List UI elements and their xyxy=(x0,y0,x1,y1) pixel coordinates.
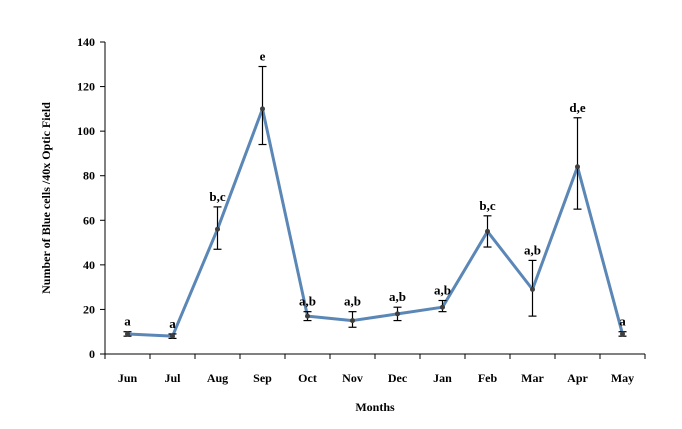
x-axis-title: Months xyxy=(355,400,395,414)
x-tick-label: Jul xyxy=(164,371,181,385)
plot-area: a a b,c e a,b a,b a,b a,b b,c a,b d,e a xyxy=(123,49,627,339)
data-point xyxy=(440,304,445,310)
data-point xyxy=(215,226,220,232)
significance-label: a xyxy=(619,314,626,329)
y-tick-label: 100 xyxy=(77,124,95,138)
data-point xyxy=(530,286,535,292)
x-tick-label: Nov xyxy=(342,371,363,385)
y-tick-label: 40 xyxy=(83,258,95,272)
series-line xyxy=(127,107,624,338)
x-tick-label: Feb xyxy=(478,371,498,385)
significance-label: a,b xyxy=(344,294,361,309)
significance-label: e xyxy=(260,49,266,64)
data-point xyxy=(125,331,130,337)
y-tick-label: 140 xyxy=(77,35,95,49)
data-point xyxy=(620,331,625,337)
y-axis: 0 20 40 60 80 100 120 140 xyxy=(77,35,106,361)
x-tick-label: Apr xyxy=(567,371,588,385)
significance-label: a xyxy=(169,316,176,331)
y-tick-label: 20 xyxy=(83,302,95,316)
data-point xyxy=(575,164,580,170)
y-tick-label: 120 xyxy=(77,80,95,94)
x-tick-label: Sep xyxy=(253,371,272,385)
x-tick-label: Jun xyxy=(118,371,138,385)
x-tick-label: Aug xyxy=(207,371,228,385)
data-point xyxy=(395,311,400,317)
data-point xyxy=(260,106,265,112)
data-point xyxy=(350,318,355,324)
x-tick-label: Mar xyxy=(521,371,544,385)
x-tick-label: Oct xyxy=(298,371,317,385)
data-point xyxy=(170,333,175,339)
significance-label: d,e xyxy=(569,100,585,115)
significance-label: a,b xyxy=(434,283,451,298)
y-axis-title: Number of Blue cells /40x Optic Field xyxy=(39,102,53,294)
data-point xyxy=(305,313,310,319)
x-tick-label: May xyxy=(611,371,634,385)
y-tick-label: 60 xyxy=(83,213,95,227)
significance-label: a,b xyxy=(299,294,316,309)
x-tick-label: Jan xyxy=(433,371,452,385)
significance-label: b,c xyxy=(479,198,495,213)
y-tick-label: 80 xyxy=(83,169,95,183)
x-tick-label: Dec xyxy=(388,371,408,385)
significance-label: b,c xyxy=(209,189,225,204)
x-axis: Jun Jul Aug Sep Oct Nov Dec Jan Feb Mar Apr May xyxy=(104,353,646,385)
significance-label: a,b xyxy=(524,242,541,257)
significance-label: a,b xyxy=(389,289,406,304)
y-tick-label: 0 xyxy=(89,347,95,361)
data-point xyxy=(485,228,490,234)
significance-label: a xyxy=(124,314,131,329)
